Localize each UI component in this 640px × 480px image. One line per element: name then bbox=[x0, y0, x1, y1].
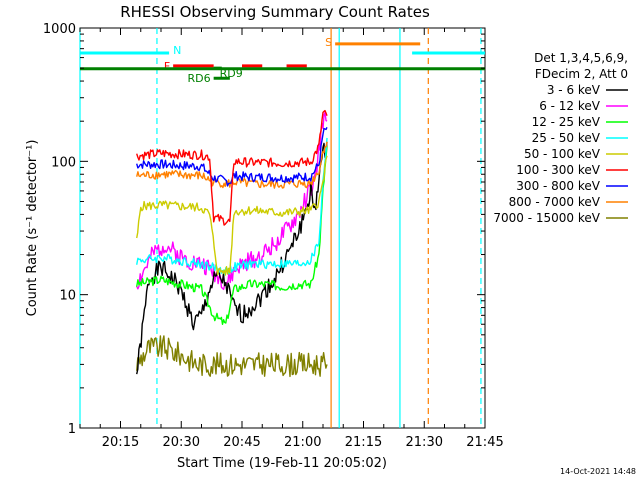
legend-label-300-800-kev: 300 - 800 keV bbox=[516, 179, 600, 193]
x-tick-label-3: 21:00 bbox=[284, 435, 321, 450]
timestamp: 14-Oct-2021 14:48 bbox=[560, 467, 636, 476]
legend-label-25-50-kev: 25 - 50 keV bbox=[532, 131, 601, 145]
legend-label-100-300-kev: 100 - 300 keV bbox=[516, 163, 600, 177]
legend-label-3-6-kev: 3 - 6 keV bbox=[547, 83, 601, 97]
legend-label-7000-15000-kev: 7000 - 15000 keV bbox=[493, 211, 600, 225]
legend-header-line-1: Det 1,3,4,5,6,9, bbox=[534, 51, 628, 65]
legend: Det 1,3,4,5,6,9, FDecim 2, Att 0 3 - 6 k… bbox=[493, 51, 628, 225]
legend-label-6-12-kev: 6 - 12 keV bbox=[539, 99, 601, 113]
x-tick-label-4: 21:15 bbox=[345, 435, 382, 450]
y-tick-label-2: 100 bbox=[51, 155, 76, 170]
x-tick-label-5: 21:30 bbox=[406, 435, 443, 450]
legend-label-12-25-kev: 12 - 25 keV bbox=[532, 115, 601, 129]
legend-label-50-100-kev: 50 - 100 keV bbox=[524, 147, 601, 161]
series-line-100-300-kev bbox=[136, 109, 328, 226]
y-tick-label-0: 1 bbox=[68, 422, 76, 437]
series-line-50-100-kev bbox=[136, 155, 328, 276]
x-tick-label-6: 21:45 bbox=[466, 435, 503, 450]
y-tick-label-3: 1000 bbox=[43, 22, 76, 37]
x-axis-ticks: 20:15 20:30 20:45 21:00 21:15 21:30 21:45 bbox=[79, 28, 504, 450]
series-line-25-50-kev bbox=[136, 137, 328, 276]
state-label-f: F bbox=[164, 60, 170, 73]
state-label-rd6: RD6 bbox=[188, 72, 211, 85]
x-tick-label-0: 20:15 bbox=[102, 435, 139, 450]
chart-title: RHESSI Observing Summary Count Rates bbox=[120, 3, 430, 21]
series-line-7000-15000-kev bbox=[136, 335, 328, 378]
boundary-lines bbox=[79, 28, 482, 428]
x-tick-label-1: 20:30 bbox=[163, 435, 200, 450]
legend-label-800-7000-kev: 800 - 7000 keV bbox=[509, 195, 601, 209]
series-line-6-12-kev bbox=[136, 111, 328, 291]
state-label-s: S bbox=[325, 36, 332, 49]
series-line-12-25-kev bbox=[136, 146, 328, 325]
x-tick-label-2: 20:45 bbox=[223, 435, 260, 450]
legend-header-line-2: FDecim 2, Att 0 bbox=[535, 67, 628, 81]
y-axis-ticks: 1 10 100 1000 bbox=[43, 22, 485, 437]
series-line-3-6-kev bbox=[136, 141, 328, 375]
y-tick-label-1: 10 bbox=[59, 289, 76, 304]
x-axis-label: Start Time (19-Feb-11 20:05:02) bbox=[177, 456, 387, 471]
state-label-n: N bbox=[173, 44, 181, 57]
series-lines bbox=[136, 109, 328, 378]
y-axis-label: Count Rate (s⁻¹ detector⁻¹) bbox=[25, 140, 40, 317]
